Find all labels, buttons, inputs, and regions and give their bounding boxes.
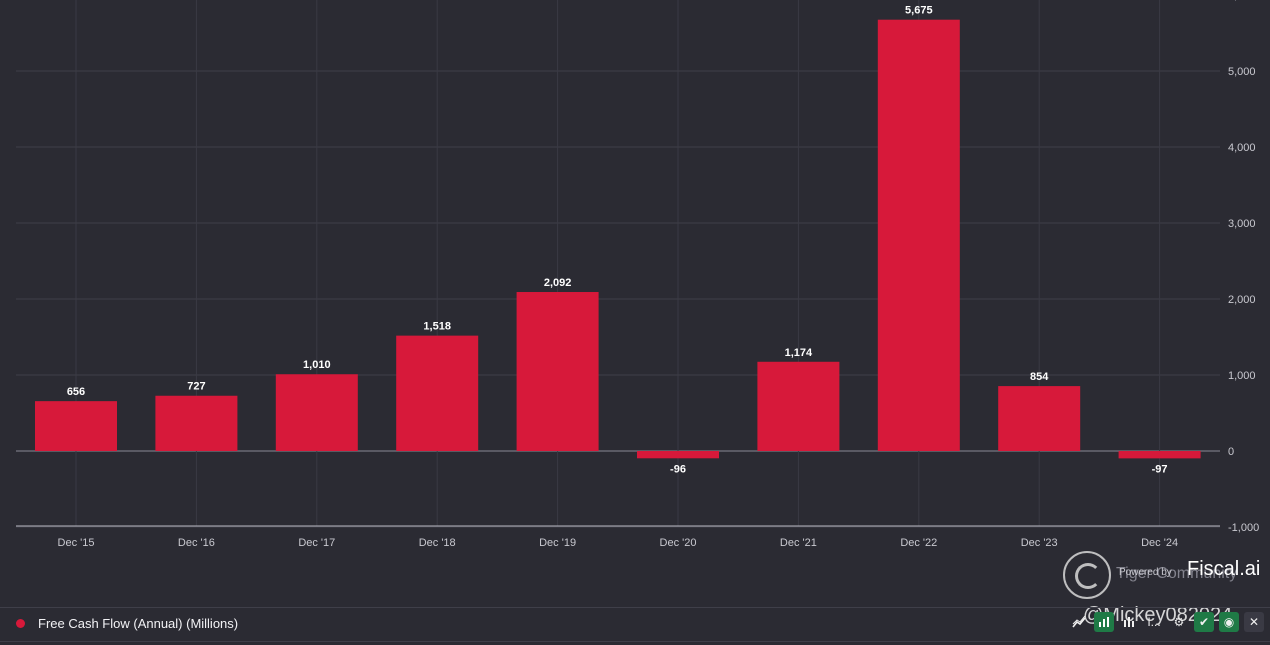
data-label: 2,092 — [544, 277, 572, 289]
check-icon[interactable]: ✔ — [1194, 612, 1214, 632]
legend-marker — [16, 619, 25, 628]
bar — [637, 451, 719, 459]
area-chart-icon[interactable] — [1094, 612, 1114, 632]
bar — [516, 292, 599, 451]
bar — [998, 386, 1081, 451]
y-tick-label: 2,000 — [1228, 294, 1256, 306]
data-label: 1,174 — [785, 347, 813, 359]
data-label: 5,675 — [905, 5, 933, 17]
gear-icon[interactable]: ⚙ — [1173, 615, 1185, 629]
watermark-powered-by: Powered by — [1119, 567, 1172, 578]
eye-icon[interactable]: ◉ — [1219, 612, 1239, 632]
data-label: 727 — [187, 381, 205, 393]
legend-label[interactable]: Free Cash Flow (Annual) (Millions) — [38, 616, 239, 631]
chart-toolbar: I... ⚙ ✔ ◉ ✕ — [1069, 612, 1264, 632]
close-icon[interactable]: ✕ — [1244, 612, 1264, 632]
y-tick-label: 5,000 — [1228, 66, 1256, 78]
watermark-brand: Fiscal.ai — [1187, 558, 1261, 580]
data-label: -97 — [1152, 463, 1168, 475]
x-tick-label: Dec '17 — [298, 537, 335, 549]
bar — [275, 374, 358, 451]
tiger-logo-icon — [1063, 551, 1111, 599]
y-tick-label: 6,000 — [1228, 0, 1256, 2]
x-tick-label: Dec '19 — [539, 537, 576, 549]
x-tick-label: Dec '21 — [780, 537, 817, 549]
y-tick-label: 3,000 — [1228, 218, 1256, 230]
x-tick-label: Dec '16 — [178, 537, 215, 549]
bar — [396, 335, 479, 451]
watermark-community: Tiger Community — [1116, 565, 1238, 582]
line-chart-icon[interactable] — [1069, 612, 1089, 632]
more-icon[interactable]: I... — [1147, 615, 1161, 629]
legend-row: Free Cash Flow (Annual) (Millions) — [0, 607, 1270, 642]
x-tick-label: Dec '20 — [660, 537, 697, 549]
x-tick-label: Dec '22 — [900, 537, 937, 549]
bar-chart-icon[interactable] — [1119, 612, 1139, 632]
x-tick-label: Dec '24 — [1141, 537, 1178, 549]
x-tick-label: Dec '23 — [1021, 537, 1058, 549]
data-label: 656 — [67, 386, 85, 398]
data-label: 1,518 — [423, 321, 451, 333]
data-label: 1,010 — [303, 359, 331, 371]
data-label: -96 — [670, 463, 686, 475]
bar — [757, 361, 840, 451]
bar — [35, 401, 117, 451]
y-tick-label: 0 — [1228, 446, 1234, 458]
x-tick-label: Dec '18 — [419, 537, 456, 549]
y-tick-label: 1,000 — [1228, 370, 1256, 382]
y-tick-label: 4,000 — [1228, 142, 1256, 154]
bar — [155, 395, 238, 451]
data-label: 854 — [1030, 371, 1049, 383]
bar — [877, 19, 960, 451]
x-tick-label: Dec '15 — [58, 537, 95, 549]
bar — [1118, 451, 1201, 459]
bar-chart: -1,000 0 1,000 2,000 3,000 4,000 5,000 6,000 656… — [16, 0, 1259, 549]
y-tick-label: -1,000 — [1228, 522, 1259, 534]
